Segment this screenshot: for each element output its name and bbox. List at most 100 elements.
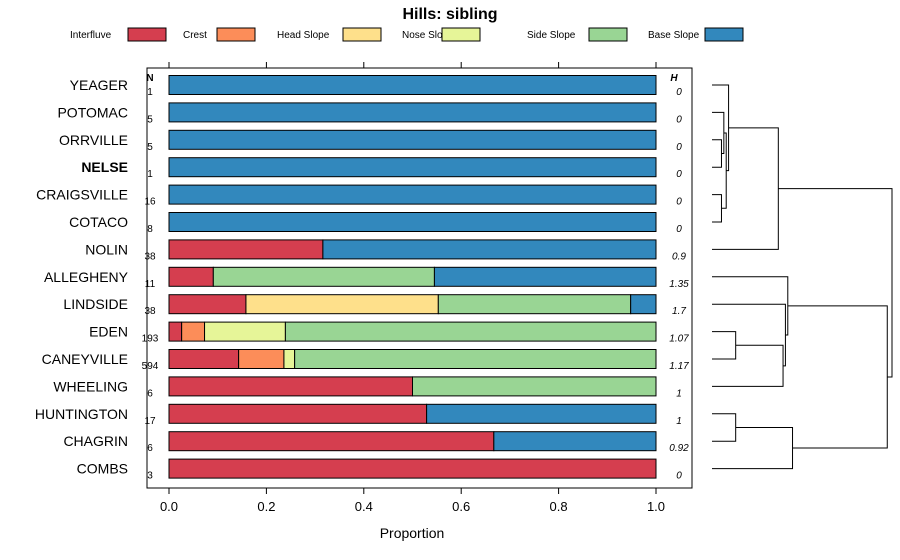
row-n-value: 594 [142, 361, 159, 372]
legend-swatch-0 [127, 27, 167, 42]
row-n-value: 6 [147, 443, 153, 454]
chart-title: Hills: sibling [402, 6, 497, 23]
n-column-header: N [146, 73, 153, 84]
row-label: HUNTINGTON [35, 406, 128, 422]
row-h-value: 0 [676, 169, 682, 180]
row-label: NOLIN [85, 241, 128, 257]
bar-segment-interfluve [168, 266, 214, 287]
x-tick-label: 0.8 [550, 499, 568, 514]
row-label: NELSE [81, 159, 128, 175]
x-tick-label: 0.0 [160, 499, 178, 514]
row-h-value: 1 [676, 388, 682, 399]
row-h-value: 0 [676, 471, 682, 482]
row-wheeling: WHEELING 6 1 [53, 376, 682, 399]
dendrogram-link [712, 303, 786, 367]
row-label: WHEELING [53, 378, 128, 394]
row-h-value: 0 [676, 224, 682, 235]
legend-swatch-4 [588, 27, 628, 42]
legend-label-2: Head Slope [277, 30, 330, 41]
legend-label-0: Interfluve [70, 30, 112, 41]
row-eden: EDEN 193 1.07 [89, 321, 689, 345]
x-axis-title: Proportion [380, 525, 445, 541]
bar-segment-interfluve [168, 294, 247, 315]
legend-label-5: Base Slope [648, 30, 700, 41]
row-caneyville: CANEYVILLE 594 1.17 [42, 349, 689, 372]
row-label: LINDSIDE [63, 296, 128, 312]
bar-segment-side-slope [412, 376, 657, 397]
row-n-value: 16 [144, 197, 156, 208]
bar-segment-interfluve [168, 349, 240, 369]
row-h-value: 0 [676, 197, 682, 208]
bar-segment-crest [238, 349, 285, 369]
row-h-value: 0 [676, 114, 682, 125]
bar-segment-base-slope [433, 266, 657, 287]
bar-segment-nose-slope [204, 321, 286, 342]
x-tick-label: 1.0 [647, 499, 665, 514]
row-label: YEAGER [70, 77, 128, 93]
x-axis: 0.0 0.2 0.4 0.6 0.8 1.0 [160, 62, 665, 514]
dendrogram-link [712, 413, 737, 442]
bar-segment-side-slope [212, 266, 435, 287]
legend-label-4: Side Slope [527, 30, 576, 41]
row-allegheny: ALLEGHENY 11 1.35 [44, 266, 689, 290]
row-label: COMBS [77, 461, 128, 477]
row-n-value: 6 [147, 388, 153, 399]
row-h-value: 1.07 [669, 334, 689, 345]
row-n-value: 5 [147, 142, 153, 153]
dendrogram-link [712, 194, 722, 223]
bar-segment-interfluve [168, 239, 324, 260]
row-orrville: ORRVILLE 5 0 [59, 129, 682, 153]
legend-swatch-1 [216, 27, 256, 42]
bar-segment-interfluve [168, 321, 183, 342]
row-potomac: POTOMAC 5 0 [57, 102, 682, 125]
row-label: ALLEGHENY [44, 269, 129, 285]
bar-segment-interfluve [168, 458, 657, 479]
row-n-value: 38 [144, 251, 156, 262]
bar-segment-base-slope [168, 129, 657, 150]
bar-segment-base-slope [168, 75, 657, 95]
plot-frame [146, 67, 693, 489]
row-n-value: 8 [147, 224, 153, 235]
dendrogram [712, 84, 893, 470]
legend: Interfluve Crest Head Slope Nose Slope Side … [70, 27, 744, 42]
h-column-header: H [670, 73, 678, 84]
row-n-value: 193 [142, 334, 159, 345]
row-label: ORRVILLE [59, 132, 128, 148]
row-label: EDEN [89, 324, 128, 340]
bar-segment-base-slope [168, 157, 657, 178]
dendrogram-link [712, 331, 737, 360]
row-label: CRAIGSVILLE [36, 187, 128, 203]
bar-segment-interfluve [168, 403, 428, 424]
row-n-value: 3 [147, 471, 153, 482]
bar-segment-crest [181, 321, 206, 342]
x-tick-label: 0.2 [257, 499, 275, 514]
row-label: POTOMAC [57, 104, 128, 120]
legend-swatch-2 [342, 27, 382, 42]
row-h-value: 1 [676, 416, 682, 427]
legend-swatch-3 [441, 27, 481, 42]
x-tick-label: 0.6 [452, 499, 470, 514]
row-h-value: 0 [676, 87, 682, 98]
x-tick-label: 0.4 [355, 499, 373, 514]
bar-segment-nose-slope [283, 349, 296, 369]
row-n-value: 5 [147, 114, 153, 125]
bar-segment-interfluve [168, 376, 413, 397]
bar-segment-base-slope [168, 212, 657, 232]
row-yeager: YEAGER 1 0 [70, 75, 682, 98]
row-h-value: 1.35 [669, 279, 689, 290]
row-lindside: LINDSIDE 38 1.7 [63, 294, 686, 317]
bar-segment-base-slope [426, 403, 657, 424]
bar-segment-base-slope [168, 102, 657, 123]
bar-segment-side-slope [284, 321, 657, 342]
dendrogram-link [778, 188, 893, 378]
row-n-value: 1 [147, 169, 153, 180]
bar-segment-side-slope [294, 349, 657, 369]
row-label: CHAGRIN [63, 433, 128, 449]
row-craigsville: CRAIGSVILLE 16 0 [36, 184, 682, 208]
row-nolin: NOLIN 38 0.9 [85, 239, 686, 262]
row-h-value: 0.9 [672, 251, 686, 262]
row-label: CANEYVILLE [42, 351, 128, 367]
row-nelse: NELSE 1 0 [81, 157, 682, 180]
